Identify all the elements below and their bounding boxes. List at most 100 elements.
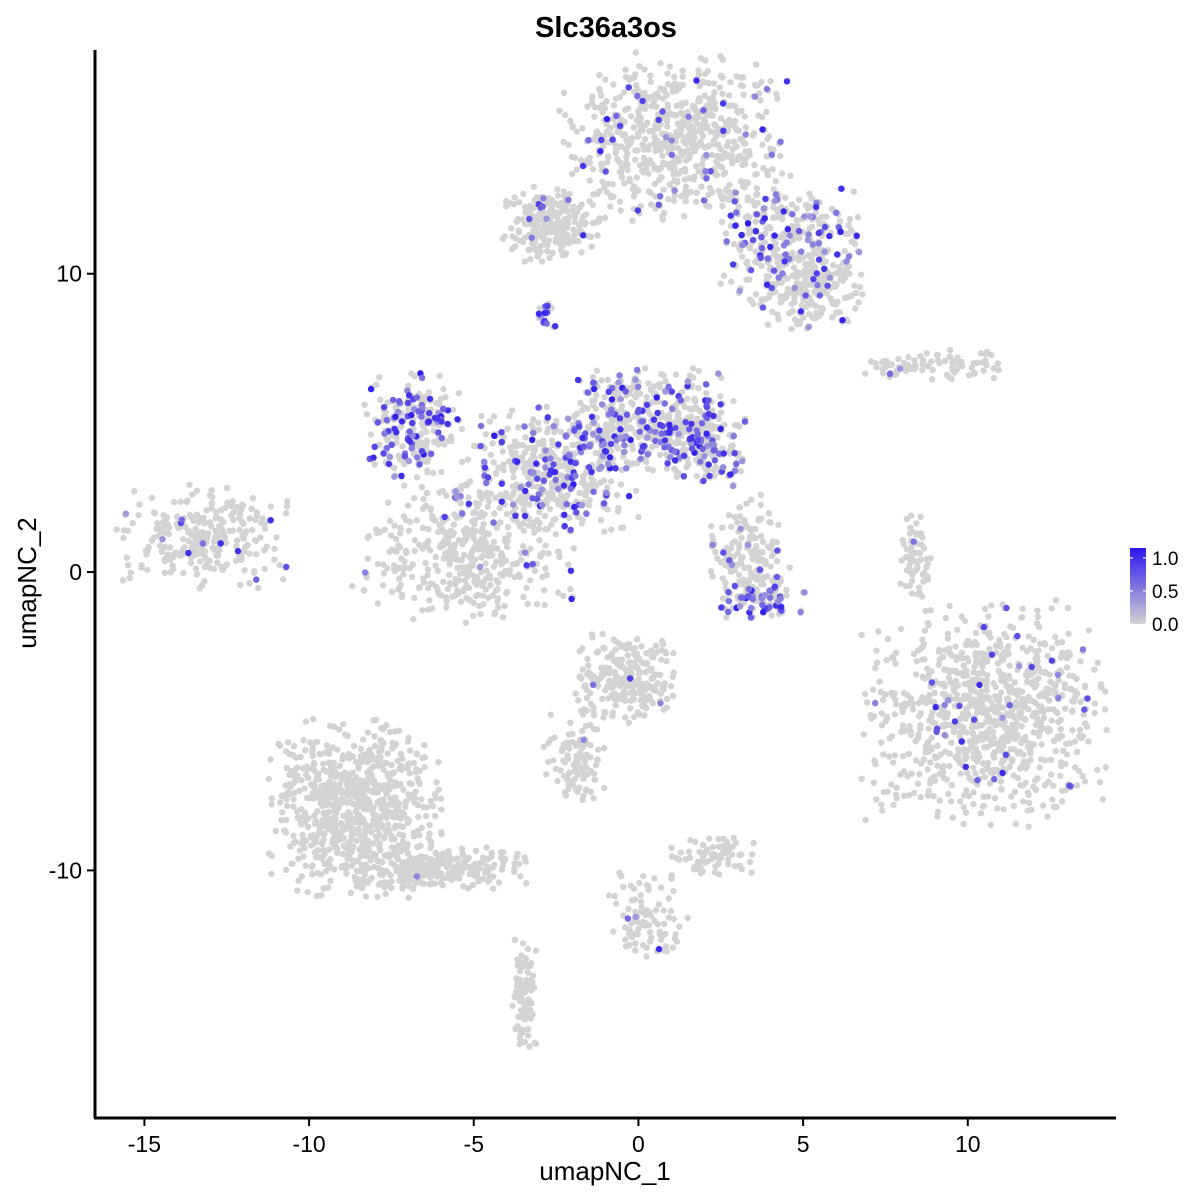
cell-point [566, 190, 573, 198]
cell-point [671, 177, 678, 185]
cell-point [531, 213, 538, 221]
cell-point [598, 160, 605, 167]
cell-point [196, 585, 203, 592]
cell-point [412, 769, 419, 776]
cell-point [722, 579, 729, 587]
cell-point [282, 748, 290, 755]
cell-point [1074, 782, 1081, 789]
cell-point [786, 564, 793, 571]
cell-point [280, 576, 287, 583]
cell-point [841, 274, 848, 282]
cell-point [1068, 686, 1075, 693]
cell-point [1063, 751, 1071, 758]
cell-point [1004, 734, 1012, 742]
cell-point [746, 151, 753, 159]
cell-point [988, 602, 995, 609]
cell-point [538, 230, 545, 237]
cell-point [382, 759, 390, 767]
cell-point [883, 656, 890, 664]
cell-point [379, 582, 387, 589]
cell-point [371, 733, 378, 740]
cell-point [854, 213, 862, 221]
cell-point [479, 513, 486, 520]
cell-point [605, 180, 612, 187]
cell-point [514, 215, 522, 223]
cell-point [503, 539, 510, 547]
cell-point [953, 656, 960, 664]
cell-point [336, 762, 344, 769]
cell-point [494, 585, 501, 593]
cell-point [980, 367, 987, 374]
cell-point [458, 557, 465, 564]
cell-point [470, 534, 477, 542]
cell-point [535, 419, 542, 426]
cell-point [966, 683, 974, 691]
cell-point [906, 530, 913, 537]
cell-point [579, 406, 586, 414]
cell-point [584, 405, 591, 412]
cell-point [942, 614, 950, 622]
cell-point [591, 113, 598, 120]
cell-point [773, 90, 780, 98]
cell-point [972, 745, 980, 752]
cell-point [253, 509, 261, 516]
cell-point [240, 520, 247, 527]
cell-point [282, 510, 290, 517]
cell-point [732, 124, 739, 131]
cell-point [521, 494, 529, 502]
cell-point [591, 136, 598, 143]
cell-point [701, 70, 709, 78]
cell-point [452, 555, 460, 563]
cell-point [608, 526, 615, 533]
cell-point [545, 237, 552, 244]
cell-point [192, 565, 200, 572]
cell-point [948, 375, 955, 382]
cell-point [673, 128, 680, 136]
cell-point [685, 460, 692, 468]
cell-point [1015, 687, 1022, 694]
cell-point [685, 146, 692, 154]
cell-point [160, 512, 167, 519]
cell-point [136, 501, 143, 508]
cell-point [730, 138, 738, 145]
cell-point [643, 394, 650, 401]
cell-point [750, 300, 757, 308]
cell-point [742, 160, 749, 167]
cell-point [895, 355, 902, 363]
cell-point [806, 310, 813, 318]
cell-point [1020, 758, 1027, 765]
cell-point [764, 321, 772, 328]
cell-point [506, 571, 513, 578]
cell-point [717, 53, 725, 61]
cell-point [536, 509, 543, 516]
cell-point [902, 582, 910, 590]
cell-point [880, 788, 888, 796]
cell-point [998, 785, 1005, 792]
cell-point [1032, 777, 1039, 784]
cell-point [997, 778, 1005, 785]
cell-point [789, 249, 796, 257]
cell-point [983, 760, 991, 768]
cell-point [743, 276, 750, 284]
cell-point [774, 253, 781, 260]
cell-point [812, 264, 819, 271]
cell-point [276, 561, 283, 569]
cell-point [185, 527, 192, 535]
cell-point [378, 724, 385, 732]
cell-point [772, 177, 779, 185]
cell-point [879, 807, 886, 814]
cell-point [643, 161, 650, 169]
cell-point [639, 167, 646, 174]
cell-point [403, 798, 410, 805]
cell-point [213, 552, 220, 559]
cell-point [693, 189, 700, 196]
cell-point [316, 750, 323, 757]
cell-point [987, 634, 994, 641]
cell-point [612, 95, 620, 102]
cell-point [695, 67, 702, 74]
cell-point [1049, 796, 1056, 803]
cell-point [314, 847, 322, 854]
cell-point [209, 493, 216, 501]
cell-point [589, 373, 597, 381]
cell-point [605, 153, 612, 161]
